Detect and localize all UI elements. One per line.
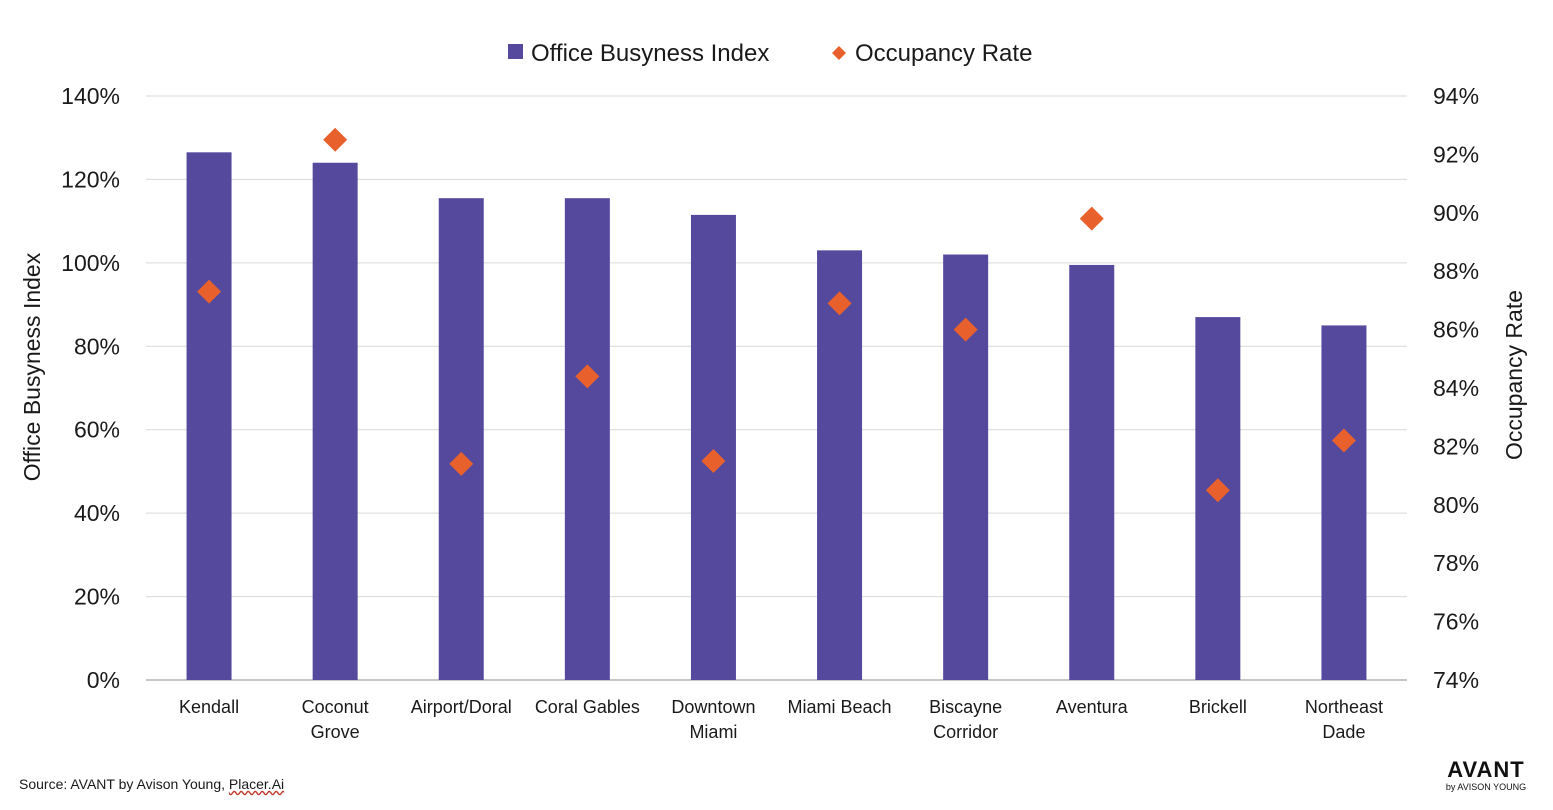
bar-busyness xyxy=(312,162,358,680)
logo-subline: by AVISON YOUNG xyxy=(1445,782,1527,792)
marker-occupancy xyxy=(827,291,852,316)
category-label: Airport/Doral xyxy=(411,697,512,717)
legend-swatch-occupancy xyxy=(832,46,846,60)
category-labels: Kendall Coconut Grove Airport/Doral Coral Ga… xyxy=(179,697,1383,742)
category-label: Aventura xyxy=(1056,697,1129,717)
marker-occupancy xyxy=(197,279,222,304)
marker-occupancy xyxy=(701,449,726,473)
bar-busyness xyxy=(690,214,736,680)
right-tick-label: 84% xyxy=(1433,375,1479,401)
bar-busyness xyxy=(438,198,484,680)
category-label: Northeast Dade xyxy=(1305,697,1383,742)
avant-logo: AVANT by AVISON YOUNG xyxy=(1431,758,1541,793)
right-axis-ticks: 74% 76% 78% 80% 82% 84% 86% 88% 90% 92% 94% xyxy=(1433,83,1479,693)
left-axis-title: Office Busyness Index xyxy=(19,252,45,481)
left-tick-label: 80% xyxy=(74,333,120,359)
left-tick-label: 140% xyxy=(61,83,120,109)
marker-occupancy xyxy=(1331,428,1356,453)
bar-busyness xyxy=(817,250,863,681)
category-label: Coral Gables xyxy=(535,697,640,717)
category-label: Miami Beach xyxy=(788,697,892,717)
bar-busyness xyxy=(1321,325,1367,680)
category-label: Brickell xyxy=(1189,697,1247,717)
marker-occupancy xyxy=(953,317,978,342)
right-tick-label: 92% xyxy=(1433,141,1479,167)
right-tick-label: 82% xyxy=(1433,433,1479,459)
legend-swatch-busyness xyxy=(508,44,523,59)
right-tick-label: 88% xyxy=(1433,258,1479,284)
right-axis-title: Occupancy Rate xyxy=(1501,290,1527,460)
marker-occupancy xyxy=(575,364,600,389)
bar-busyness xyxy=(186,152,232,681)
left-tick-label: 120% xyxy=(61,166,120,192)
source-prefix: Source: AVANT by Avison Young, xyxy=(19,776,229,792)
category-label: Coconut Grove xyxy=(302,697,369,742)
left-tick-label: 0% xyxy=(87,667,120,693)
right-tick-label: 90% xyxy=(1433,200,1479,226)
right-tick-label: 80% xyxy=(1433,492,1479,518)
right-tick-label: 76% xyxy=(1433,609,1479,635)
source-link: Placer.Ai xyxy=(228,776,285,792)
left-axis-ticks: 0% 20% 40% 60% 80% 100% 120% 140% xyxy=(61,83,120,693)
category-label: Kendall xyxy=(179,697,239,717)
category-label: Biscayne Corridor xyxy=(929,697,1002,742)
marker-occupancy xyxy=(323,127,348,152)
source-note: Source: AVANT by Avison Young, Placer.Ai xyxy=(19,776,284,792)
legend-label-busyness: Office Busyness Index xyxy=(531,40,769,67)
bar-busyness xyxy=(1069,264,1115,680)
left-tick-label: 40% xyxy=(74,500,120,526)
bar-series xyxy=(186,152,1367,681)
legend: Office Busyness Index Occupancy Rate xyxy=(508,40,1032,67)
bar-busyness xyxy=(564,198,610,680)
logo-wordmark: AVANT xyxy=(1447,757,1525,782)
left-tick-label: 100% xyxy=(61,250,120,276)
right-tick-label: 78% xyxy=(1433,550,1479,576)
marker-occupancy xyxy=(1079,206,1104,231)
left-tick-label: 60% xyxy=(74,417,120,443)
marker-occupancy xyxy=(1205,478,1230,503)
right-tick-label: 94% xyxy=(1433,83,1479,109)
legend-label-occupancy: Occupancy Rate xyxy=(855,40,1032,67)
diamond-series xyxy=(197,127,1356,503)
right-tick-label: 74% xyxy=(1433,667,1479,693)
left-tick-label: 20% xyxy=(74,584,120,610)
right-tick-label: 86% xyxy=(1433,317,1479,343)
marker-occupancy xyxy=(449,451,474,476)
category-label: Downtown Miami xyxy=(671,697,755,742)
